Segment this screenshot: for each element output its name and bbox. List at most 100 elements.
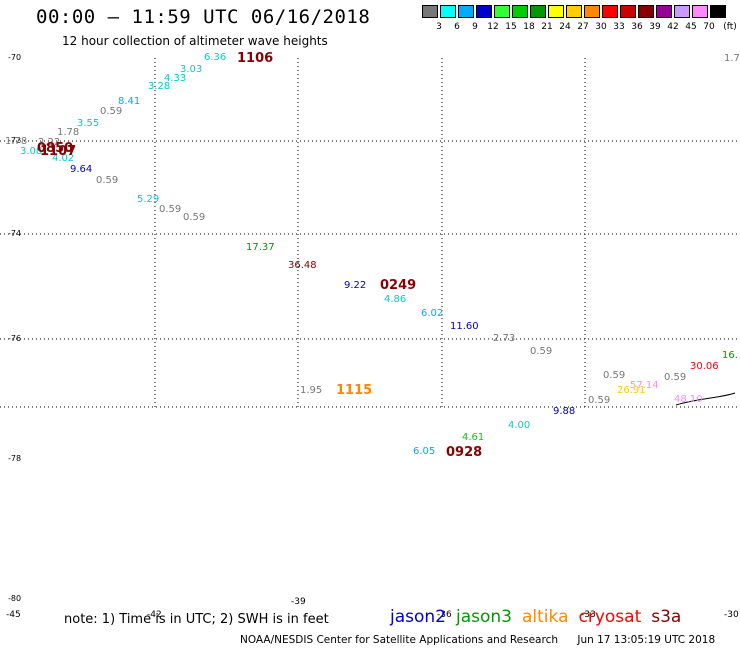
wave-height-value: 3.28 — [148, 81, 170, 92]
lat-label: -70 — [8, 53, 21, 62]
lon-label: -36 — [437, 610, 452, 620]
lon-label: -39 — [291, 597, 306, 607]
wave-height-value: 1.78 — [5, 136, 27, 147]
wave-height-value: 26.91 — [617, 385, 646, 396]
wave-height-value: 6.05 — [413, 446, 435, 457]
legend-swatch-label: 45 — [685, 22, 697, 32]
legend-swatch — [458, 5, 474, 18]
lat-label: -72 — [8, 136, 21, 145]
legend-swatch — [512, 5, 528, 18]
wave-height-value: 6.02 — [421, 308, 443, 319]
lat-lon-grid — [0, 58, 740, 410]
legend-swatch-label: 33 — [613, 22, 625, 32]
legend-swatch — [710, 5, 726, 18]
wave-height-value: 0.59 — [530, 346, 552, 357]
footer-note: note: 1) Time is in UTC; 2) SWH is in fe… — [64, 612, 329, 627]
legend-swatch — [674, 5, 690, 18]
wave-height-value: 4.86 — [384, 294, 406, 305]
wave-height-value: 57.14 — [630, 380, 659, 391]
wave-height-value: 48.10 — [674, 394, 703, 405]
satellite-jason3: jason3 — [456, 607, 512, 627]
pass-time-label: 0850 — [37, 141, 73, 156]
observations-layer: 6.363.034.333.288.410.593.551.782.221.78… — [5, 52, 738, 457]
generation-timestamp: Jun 17 13:05:19 UTC 2018 — [577, 634, 716, 646]
wave-height-value: 5.29 — [137, 194, 159, 205]
lat-label: -76 — [8, 334, 21, 343]
wave-height-value: 0.59 — [588, 395, 610, 406]
axis-labels: -70 -72 -74 -76 -78 -80 -45 -42 -39 -36 -33 -30 1.7 — [6, 53, 740, 620]
wave-height-value: 8.41 — [118, 96, 140, 107]
pass-time-label: 0249 — [380, 278, 416, 293]
wave-height-value: 4.02 — [52, 153, 74, 164]
credit-text: NOAA/NESDIS Center for Satellite Applica… — [240, 634, 558, 646]
wave-height-value: 36.48 — [288, 260, 317, 271]
credit-line: NOAA/NESDIS Center for Satellite Applica… — [240, 634, 731, 646]
legend-swatch-label: 36 — [631, 22, 643, 32]
legend-swatch-label: 6 — [454, 22, 460, 32]
lat-label: -74 — [8, 229, 21, 238]
legend-swatch — [422, 5, 438, 18]
wave-height-value: 0.59 — [183, 212, 205, 223]
wave-height-value: 1.78 — [57, 127, 79, 138]
wave-height-value: 0.59 — [96, 175, 118, 186]
wave-height-value: 3.08 — [20, 146, 42, 157]
lat-label: -80 — [8, 594, 21, 603]
legend-swatch — [620, 5, 636, 18]
wave-height-value: 0.59 — [664, 372, 686, 383]
legend-unit: (ft) — [723, 22, 737, 32]
legend-swatch — [692, 5, 708, 18]
wave-height-value: 2.73 — [493, 333, 515, 344]
legend-swatch-label: 39 — [649, 22, 661, 32]
pass-time-label: 1107 — [40, 144, 76, 159]
wave-height-value: 6.36 — [204, 52, 226, 63]
satellite-altika: altika — [522, 607, 569, 627]
map-subtitle: 12 hour collection of altimeter wave hei… — [62, 34, 328, 48]
wave-height-value: 4.61 — [462, 432, 484, 443]
legend-swatch-label: 30 — [595, 22, 607, 32]
edge-value-label: 1.7 — [724, 53, 740, 64]
satellite-jason2: jason2 — [390, 607, 446, 627]
pass-time-label: 0928 — [446, 445, 482, 460]
pass-time-label: 1115 — [336, 383, 372, 398]
legend-swatch-label: 42 — [667, 22, 679, 32]
legend-swatch — [602, 5, 618, 18]
coastline — [675, 392, 736, 406]
lon-label: -30 — [724, 610, 739, 620]
wave-height-value: 11.60 — [450, 321, 479, 332]
wave-height-value: 30.06 — [690, 361, 719, 372]
legend-swatch — [494, 5, 510, 18]
legend-swatch-label: 18 — [523, 22, 535, 32]
wave-height-value: 2.22 — [38, 137, 60, 148]
pass-time-label: 1106 — [237, 51, 273, 66]
wave-height-value: 3.55 — [77, 118, 99, 129]
wave-height-value: 4.33 — [164, 73, 186, 84]
map-title: 00:00 – 11:59 UTC 06/16/2018 — [36, 6, 371, 28]
lon-label: -33 — [581, 610, 596, 620]
wave-height-value: 0.59 — [100, 106, 122, 117]
legend-swatch-label: 15 — [505, 22, 517, 32]
legend-swatch — [548, 5, 564, 18]
legend-swatch — [530, 5, 546, 18]
legend-swatch-label: 27 — [577, 22, 589, 32]
wave-height-value: 9.64 — [70, 164, 92, 175]
wave-height-value: 17.37 — [246, 242, 275, 253]
legend-swatch-label: 12 — [487, 22, 499, 32]
satellite-cryosat: cryosat — [578, 607, 642, 627]
wave-height-value: 0.59 — [159, 204, 181, 215]
legend-swatch — [566, 5, 582, 18]
wave-height-value: 9.22 — [344, 280, 366, 291]
satellite-s3a: s3a — [651, 607, 682, 627]
lat-label: -78 — [8, 454, 21, 463]
legend-swatch — [584, 5, 600, 18]
legend-swatch-label: 21 — [541, 22, 553, 32]
satellite-legend: jason2 jason3 altika cryosat s3a — [390, 607, 691, 627]
legend-swatch — [656, 5, 672, 18]
wave-height-value: 0.59 — [603, 370, 625, 381]
wave-height-value: 9.88 — [553, 406, 575, 417]
legend-swatch-label: 9 — [472, 22, 478, 32]
legend-swatch — [476, 5, 492, 18]
legend-swatch-label: 24 — [559, 22, 571, 32]
legend-swatch-label: 70 — [703, 22, 715, 32]
